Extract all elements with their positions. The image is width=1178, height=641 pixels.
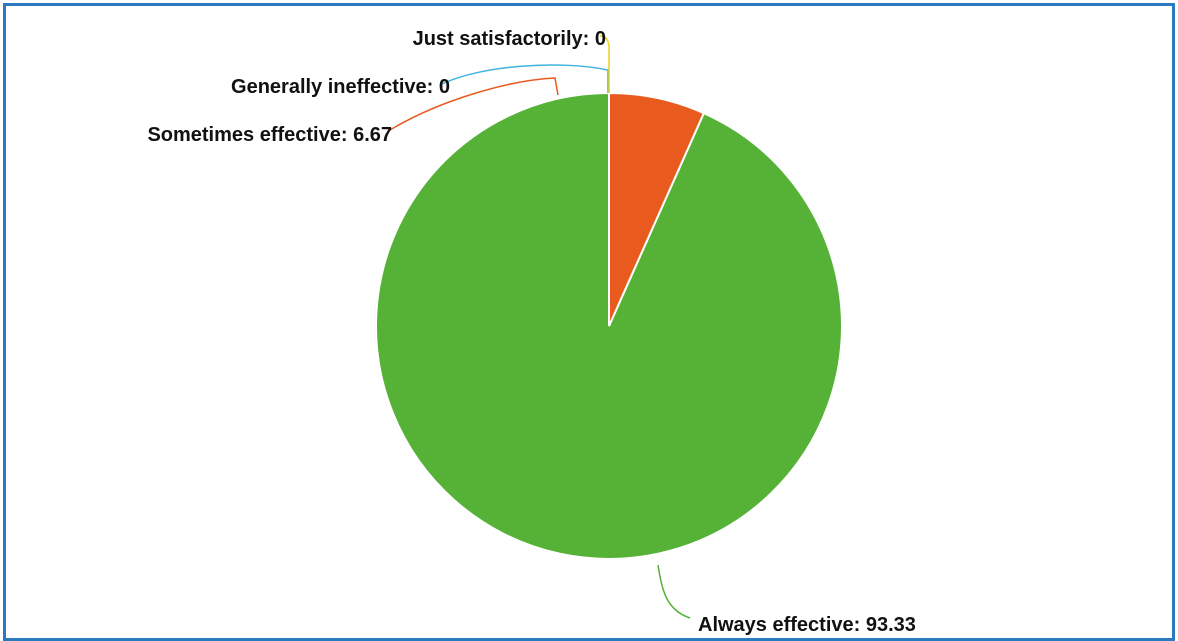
pie-slices bbox=[375, 91, 843, 560]
label-just-satisfactorily: Just satisfactorily: 0 bbox=[413, 28, 606, 50]
leader-lines bbox=[389, 35, 691, 619]
label-always-effective: Always effective: 93.33 bbox=[698, 614, 916, 636]
label-sometimes-effective: Sometimes effective: 6.67 bbox=[147, 124, 392, 146]
leader-line-always-effective bbox=[657, 564, 691, 619]
leader-line-just-satisfactorily bbox=[599, 35, 610, 93]
leader-line-generally-ineffective bbox=[439, 64, 609, 93]
label-generally-ineffective: Generally ineffective: 0 bbox=[231, 76, 450, 98]
slice-labels: Always effective: 93.33 Sometimes effect… bbox=[147, 28, 915, 636]
leader-line-sometimes-effective bbox=[389, 77, 559, 131]
pie-slice-sometimes-effective bbox=[608, 91, 706, 327]
